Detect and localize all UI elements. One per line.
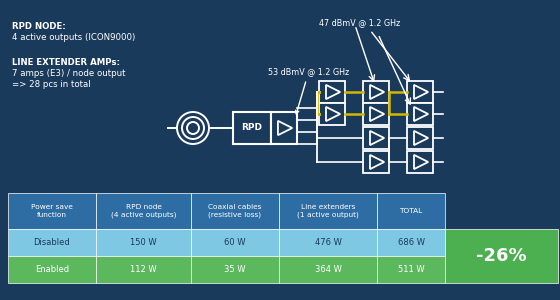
Polygon shape <box>370 107 384 121</box>
Polygon shape <box>414 107 428 121</box>
Text: 35 W: 35 W <box>224 265 246 274</box>
FancyBboxPatch shape <box>377 229 445 256</box>
Text: 112 W: 112 W <box>130 265 157 274</box>
FancyBboxPatch shape <box>8 229 96 256</box>
Text: RPD node
(4 active outputs): RPD node (4 active outputs) <box>111 204 176 218</box>
Polygon shape <box>278 121 292 135</box>
FancyBboxPatch shape <box>407 81 433 103</box>
Text: TOTAL: TOTAL <box>399 208 423 214</box>
FancyBboxPatch shape <box>407 151 433 173</box>
Text: Line extenders
(1 active output): Line extenders (1 active output) <box>297 204 359 218</box>
Polygon shape <box>414 131 428 145</box>
FancyBboxPatch shape <box>233 112 271 144</box>
Text: 476 W: 476 W <box>315 238 342 247</box>
Polygon shape <box>414 85 428 99</box>
Text: 7 amps (E3) / node output: 7 amps (E3) / node output <box>12 69 125 78</box>
FancyBboxPatch shape <box>271 112 297 144</box>
FancyBboxPatch shape <box>279 193 377 229</box>
Polygon shape <box>414 155 428 169</box>
Text: RPD: RPD <box>241 124 263 133</box>
Polygon shape <box>278 121 292 135</box>
Text: Enabled: Enabled <box>35 265 69 274</box>
Polygon shape <box>370 155 384 169</box>
Text: => 28 pcs in total: => 28 pcs in total <box>12 80 91 89</box>
FancyBboxPatch shape <box>377 193 445 229</box>
Text: 364 W: 364 W <box>315 265 342 274</box>
Polygon shape <box>370 85 384 99</box>
FancyBboxPatch shape <box>319 103 345 125</box>
Text: RPD NODE:: RPD NODE: <box>12 22 66 31</box>
FancyBboxPatch shape <box>279 229 377 256</box>
Text: 47 dBmV @ 1.2 GHz: 47 dBmV @ 1.2 GHz <box>319 18 400 27</box>
FancyBboxPatch shape <box>96 193 191 229</box>
FancyBboxPatch shape <box>191 256 279 283</box>
FancyBboxPatch shape <box>377 256 445 283</box>
Polygon shape <box>370 131 384 145</box>
Text: 4 active outputs (ICON9000): 4 active outputs (ICON9000) <box>12 33 136 42</box>
Text: 150 W: 150 W <box>130 238 157 247</box>
FancyBboxPatch shape <box>279 256 377 283</box>
FancyBboxPatch shape <box>191 229 279 256</box>
Polygon shape <box>326 85 340 99</box>
Text: 53 dBmV @ 1.2 GHz: 53 dBmV @ 1.2 GHz <box>268 68 349 114</box>
FancyBboxPatch shape <box>363 151 389 173</box>
FancyBboxPatch shape <box>8 193 96 229</box>
FancyBboxPatch shape <box>8 256 96 283</box>
FancyBboxPatch shape <box>319 81 345 103</box>
FancyBboxPatch shape <box>96 229 191 256</box>
FancyBboxPatch shape <box>363 127 389 149</box>
Text: Disabled: Disabled <box>34 238 71 247</box>
FancyBboxPatch shape <box>96 256 191 283</box>
FancyBboxPatch shape <box>363 103 389 125</box>
FancyBboxPatch shape <box>363 81 389 103</box>
FancyBboxPatch shape <box>407 127 433 149</box>
Text: 511 W: 511 W <box>398 265 424 274</box>
Polygon shape <box>326 107 340 121</box>
Text: -26%: -26% <box>476 247 527 265</box>
FancyBboxPatch shape <box>445 229 558 283</box>
Text: Power save
function: Power save function <box>31 204 73 218</box>
Text: 686 W: 686 W <box>398 238 424 247</box>
Text: LINE EXTENDER AMPs:: LINE EXTENDER AMPs: <box>12 58 120 67</box>
FancyBboxPatch shape <box>407 103 433 125</box>
FancyBboxPatch shape <box>191 193 279 229</box>
Text: 60 W: 60 W <box>224 238 246 247</box>
Text: Coaxial cables
(resistive loss): Coaxial cables (resistive loss) <box>208 204 262 218</box>
